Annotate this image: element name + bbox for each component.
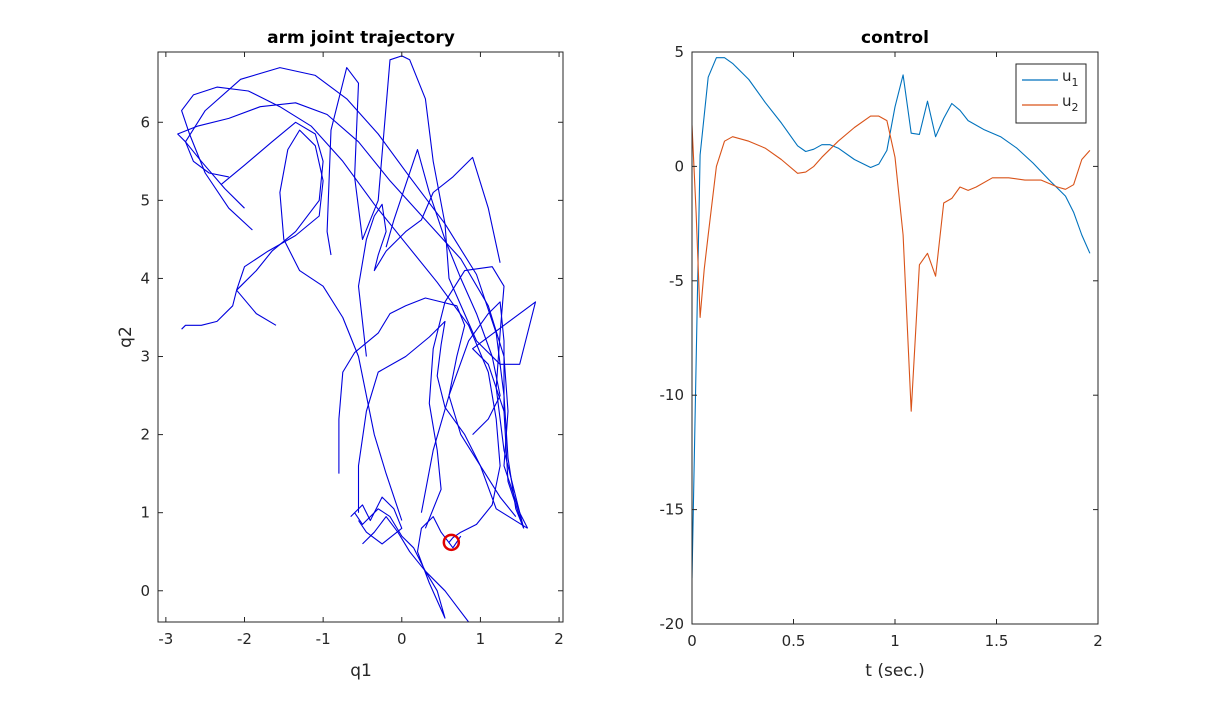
x-axis-label: t (sec.) xyxy=(865,661,924,681)
arm-joint-trajectory-chart: arm joint trajectory -3 -2 -1 0 1 2 0 1 2 3 4 5 6 q… xyxy=(116,28,564,681)
trajectory-line xyxy=(424,266,525,529)
trajectory-line xyxy=(181,86,501,543)
axes-box xyxy=(157,51,564,623)
goal-marker xyxy=(442,533,461,552)
x-tick-label: 0.5 xyxy=(782,632,806,650)
trajectory-line xyxy=(385,149,501,435)
y-tick-label: 5 xyxy=(140,191,150,209)
x-tick-label: 0 xyxy=(397,630,407,648)
trajectory-line xyxy=(181,121,324,330)
series-line-u2 xyxy=(692,115,1091,412)
trajectory-line xyxy=(357,156,501,357)
x-tick-label: 1 xyxy=(890,632,900,650)
x-tick-label: -1 xyxy=(316,630,331,648)
y-tick-label: 2 xyxy=(140,426,150,444)
trajectory-line xyxy=(236,129,403,521)
y-tick-label: 5 xyxy=(674,43,684,61)
x-axis-label: q1 xyxy=(350,661,372,681)
x-tick-label: -2 xyxy=(237,630,252,648)
trajectory-line xyxy=(350,496,403,545)
y-tick-label: 4 xyxy=(140,269,150,287)
trajectory-line xyxy=(184,67,525,529)
y-axis-label: q2 xyxy=(116,326,136,348)
x-tick-label: -3 xyxy=(158,630,173,648)
y-tick-label: -10 xyxy=(660,386,685,404)
y-tick-label: -5 xyxy=(669,272,684,290)
plot-area xyxy=(177,55,537,622)
y-axis: 0 1 2 3 4 5 6 xyxy=(140,113,563,600)
y-tick-label: 3 xyxy=(140,348,150,366)
y-tick-label: 0 xyxy=(674,157,684,175)
x-tick-label: 1 xyxy=(476,630,486,648)
trajectory-line xyxy=(420,301,525,529)
trajectory-line xyxy=(326,55,537,412)
y-tick-label: 0 xyxy=(140,582,150,600)
y-tick-label: -15 xyxy=(660,501,685,519)
trajectory-line xyxy=(177,102,529,529)
trajectory-line xyxy=(338,297,517,517)
x-tick-label: 2 xyxy=(554,630,564,648)
legend-entry: u1 xyxy=(1062,67,1079,89)
series-line-u1 xyxy=(692,57,1091,579)
chart-title: arm joint trajectory xyxy=(267,28,455,48)
y-tick-label: 6 xyxy=(140,113,150,131)
legend-entry: u2 xyxy=(1062,92,1079,114)
trajectory-line xyxy=(354,508,462,619)
y-tick-label: 1 xyxy=(140,504,150,522)
y-tick-label: -20 xyxy=(660,615,685,633)
x-tick-label: 1.5 xyxy=(985,632,1009,650)
trajectory-line xyxy=(357,320,528,529)
x-tick-label: 0 xyxy=(687,632,697,650)
goal-marker-layer xyxy=(442,533,461,552)
x-axis: -3 -2 -1 0 1 2 xyxy=(158,52,564,648)
x-axis: 0 0.5 1 1.5 2 xyxy=(687,52,1103,650)
control-chart: control 0 0.5 1 1.5 2 -20 -15 -10 -5 0 5 t (sec.)… xyxy=(660,28,1103,681)
axes-box xyxy=(691,51,1099,625)
chart-title: control xyxy=(861,28,929,48)
legend-box xyxy=(1015,63,1087,124)
y-axis: -20 -15 -10 -5 0 5 xyxy=(660,43,1098,633)
x-tick-label: 2 xyxy=(1093,632,1103,650)
trajectory-line xyxy=(362,516,470,622)
plot-area xyxy=(692,57,1091,579)
